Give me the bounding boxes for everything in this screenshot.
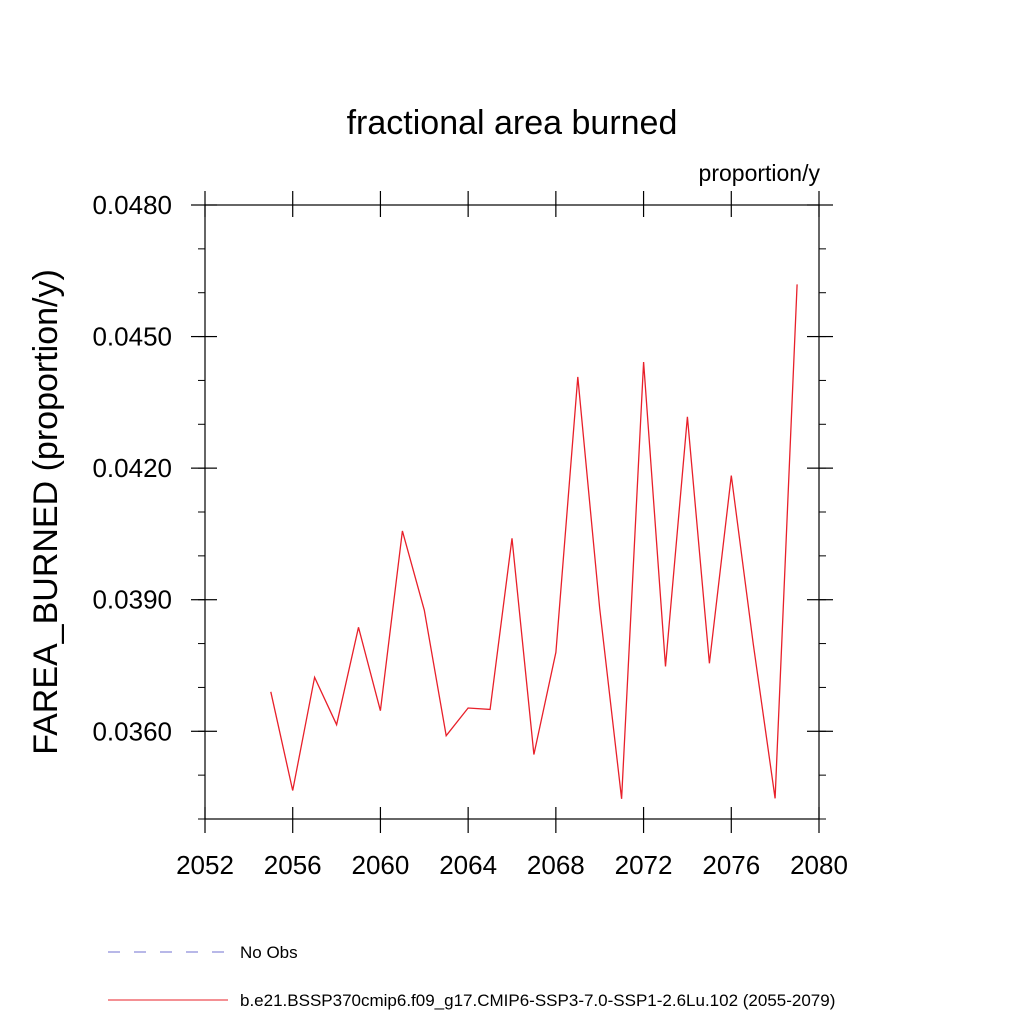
x-tick-label: 2080 xyxy=(790,850,848,880)
x-tick-label: 2060 xyxy=(352,850,410,880)
x-tick-label: 2052 xyxy=(176,850,234,880)
legend-label-0: No Obs xyxy=(240,943,298,962)
y-axis-label: FAREA_BURNED (proportion/y) xyxy=(27,269,65,755)
y-tick-label: 0.0420 xyxy=(92,453,172,483)
y-tick-label: 0.0390 xyxy=(92,585,172,615)
chart-title: fractional area burned xyxy=(347,104,678,142)
units-label: proportion/y xyxy=(699,160,821,186)
y-tick-label: 0.0480 xyxy=(92,190,172,220)
legend: No Obs b.e21.BSSP370cmip6.f09_g17.CMIP6-S… xyxy=(108,943,835,1010)
x-tick-label: 2068 xyxy=(527,850,585,880)
x-tick-label: 2076 xyxy=(702,850,760,880)
y-tick-label: 0.0450 xyxy=(92,322,172,352)
x-tick-label: 2064 xyxy=(439,850,497,880)
x-tick-label: 2056 xyxy=(264,850,322,880)
x-axis: 2052 2056 2060 2064 2068 2072 2076 2080 xyxy=(176,191,848,880)
series-line-1 xyxy=(270,284,798,799)
series-layer xyxy=(270,284,798,799)
x-tick-label: 2072 xyxy=(615,850,673,880)
y-tick-label: 0.0360 xyxy=(92,716,172,746)
legend-label-1: b.e21.BSSP370cmip6.f09_g17.CMIP6-SSP3-7.… xyxy=(240,991,835,1010)
y-axis: 0.0360 0.0390 0.0420 0.0450 0.0480 xyxy=(92,190,833,820)
